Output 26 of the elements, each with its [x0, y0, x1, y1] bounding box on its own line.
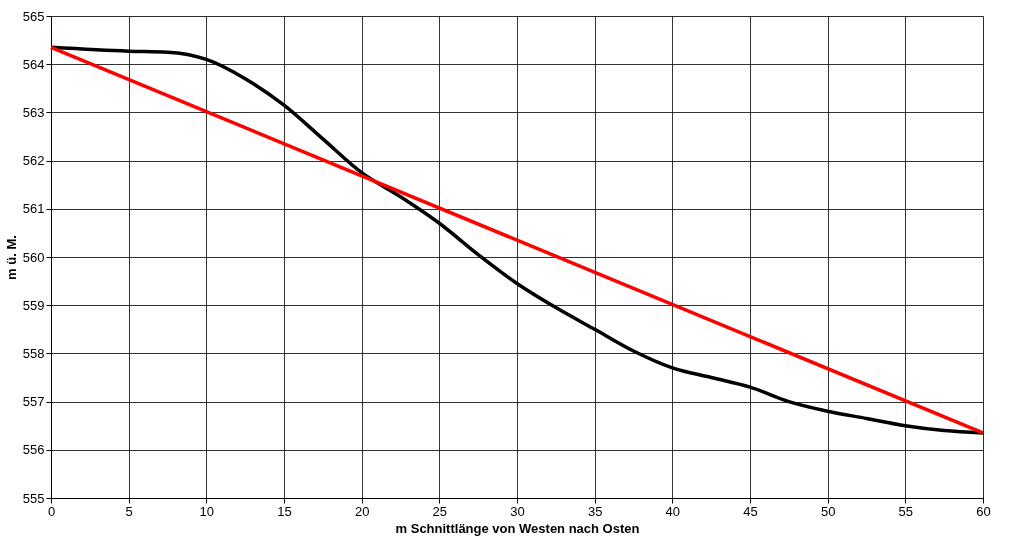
x-tick-label: 0	[47, 503, 56, 519]
x-axis-title: m Schnittlänge von Westen nach Osten	[395, 520, 640, 536]
x-tick-label: 45	[743, 503, 758, 519]
y-tick-label: 558	[22, 345, 45, 361]
y-axis-title: m ü. M.	[3, 235, 19, 280]
y-tick-label: 564	[22, 56, 45, 72]
y-tick-label: 562	[22, 153, 45, 169]
y-tick-label: 556	[22, 442, 45, 458]
y-tick-label: 560	[22, 249, 45, 265]
x-tick-label: 30	[510, 503, 525, 519]
x-tick-label: 15	[277, 503, 292, 519]
y-tick-label: 559	[22, 297, 45, 313]
x-tick-label: 20	[354, 503, 370, 519]
x-tick-label: 55	[898, 503, 914, 519]
x-tick-label: 10	[199, 503, 215, 519]
y-tick-label: 561	[22, 201, 45, 217]
y-tick-label: 555	[22, 490, 45, 506]
x-tick-label: 50	[820, 503, 836, 519]
x-tick-label: 60	[976, 503, 991, 519]
y-tick-label: 563	[22, 104, 45, 120]
x-tick-label: 35	[587, 503, 603, 519]
x-tick-label: 40	[665, 503, 681, 519]
x-tick-label: 5	[125, 503, 133, 519]
y-tick-label: 557	[22, 394, 45, 410]
y-tick-label: 565	[22, 8, 45, 24]
x-tick-label: 25	[432, 503, 448, 519]
